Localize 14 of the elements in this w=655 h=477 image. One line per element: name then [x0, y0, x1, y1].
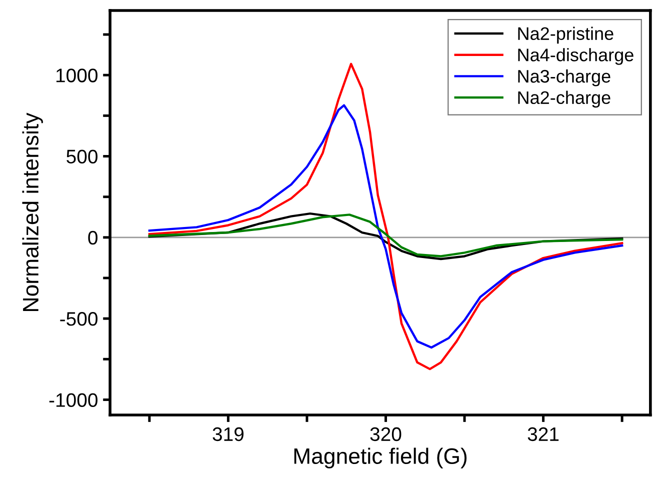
- legend-label: Na4-discharge: [518, 48, 634, 65]
- x-tick-label: 321: [528, 427, 559, 442]
- legend-label: Na2-charge: [518, 90, 610, 108]
- y-tick-label: 1000: [56, 68, 98, 82]
- y-axis-title: Normalized intensity: [22, 112, 43, 311]
- legend-label: Na3-charge: [518, 69, 610, 86]
- x-tick-label: 319: [212, 427, 244, 442]
- y-tick-label: 500: [66, 150, 98, 164]
- y-tick-label: -1000: [49, 393, 98, 407]
- y-tick-label: 0: [88, 230, 98, 245]
- x-axis-title: Magnetic field (G): [294, 448, 467, 468]
- y-tick-label: -500: [60, 312, 98, 326]
- x-tick-label: 320: [370, 427, 402, 442]
- legend-label: Na2-pristine: [518, 26, 614, 44]
